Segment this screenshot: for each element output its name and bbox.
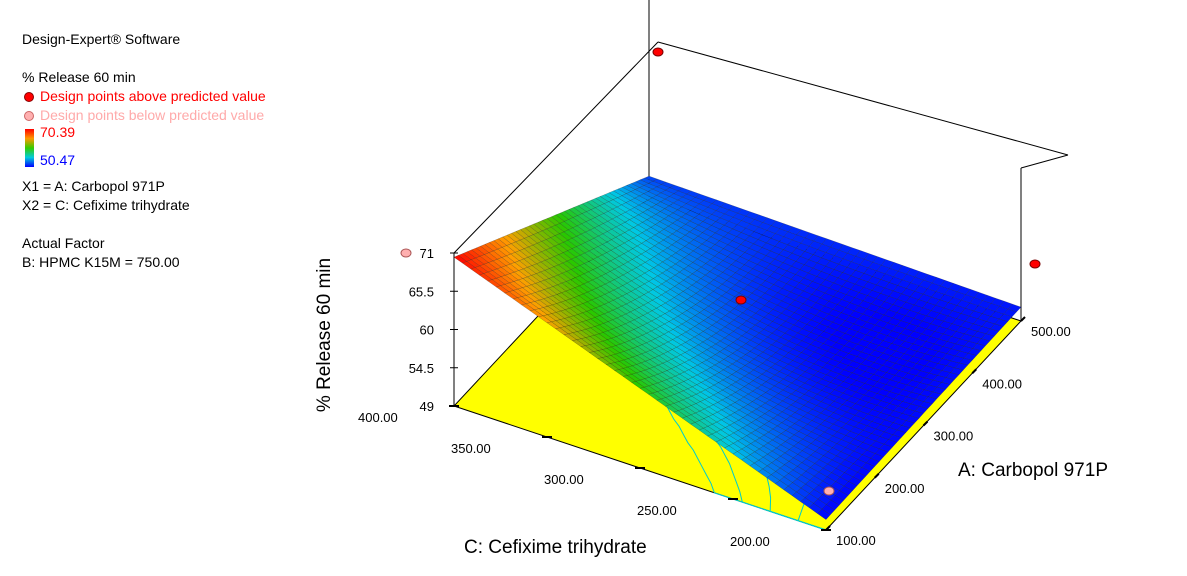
legend-panel: Design-Expert® Software % Release 60 min… bbox=[22, 30, 266, 272]
c-tick-label: 350.00 bbox=[451, 441, 491, 456]
color-scale-min: 50.47 bbox=[40, 152, 76, 168]
c-tick-label: 400.00 bbox=[358, 410, 398, 425]
color-gradient-bar bbox=[25, 129, 34, 167]
below-label: Design points below predicted value bbox=[40, 107, 265, 123]
c-tick-label: 200.00 bbox=[730, 534, 770, 549]
above-point-icon bbox=[24, 91, 34, 102]
c-tick-label: 300.00 bbox=[544, 472, 584, 487]
software-name: Design-Expert® Software bbox=[22, 31, 181, 47]
a-axis-title: A: Carbopol 971P bbox=[958, 460, 1108, 481]
actual-factor-title: Actual Factor bbox=[22, 235, 105, 251]
a-tick bbox=[825, 525, 831, 531]
box-edge bbox=[1020, 154, 1069, 169]
below-point-icon bbox=[24, 110, 34, 121]
a-tick-label: 400.00 bbox=[982, 376, 1022, 391]
factor-x1: X1 = A: Carbopol 971P bbox=[22, 178, 165, 194]
response-name: % Release 60 min bbox=[22, 69, 136, 85]
z-tick-label: 65.5 bbox=[409, 284, 434, 299]
c-tick-label: 250.00 bbox=[637, 503, 677, 518]
a-tick bbox=[922, 420, 929, 427]
actual-factor-value: B: HPMC K15M = 750.00 bbox=[22, 254, 180, 270]
design-point-above bbox=[1029, 259, 1041, 269]
legend-above: Design points above predicted value bbox=[22, 87, 266, 106]
a-tick-label: 500.00 bbox=[1031, 324, 1071, 339]
z-tick-label: 49 bbox=[420, 399, 434, 414]
c-axis-title: C: Cefixime trihydrate bbox=[464, 537, 647, 558]
design-point-below bbox=[400, 248, 412, 258]
color-scale: 70.39 50.47 bbox=[22, 124, 266, 169]
box-edge bbox=[657, 41, 1069, 156]
a-tick bbox=[874, 473, 880, 479]
z-axis-title: % Release 60 min bbox=[314, 258, 335, 412]
z-tick-label: 60 bbox=[420, 323, 434, 338]
a-tick-label: 300.00 bbox=[934, 429, 974, 444]
design-point-above bbox=[652, 47, 664, 57]
color-scale-max: 70.39 bbox=[40, 124, 76, 140]
a-tick bbox=[1020, 316, 1026, 322]
design-point-above bbox=[735, 295, 747, 305]
factor-x2: X2 = C: Cefixime trihydrate bbox=[22, 197, 190, 213]
box-edge bbox=[453, 41, 659, 254]
surface-cell bbox=[1007, 303, 1022, 313]
z-tick-label: 71 bbox=[420, 246, 434, 261]
a-tick-label: 100.00 bbox=[836, 533, 876, 548]
legend-below: Design points below predicted value bbox=[22, 106, 266, 125]
above-label: Design points above predicted value bbox=[40, 88, 266, 104]
a-tick-label: 200.00 bbox=[885, 481, 925, 496]
z-tick-label: 54.5 bbox=[409, 361, 434, 376]
design-point-below bbox=[823, 486, 835, 496]
a-tick bbox=[971, 368, 977, 374]
